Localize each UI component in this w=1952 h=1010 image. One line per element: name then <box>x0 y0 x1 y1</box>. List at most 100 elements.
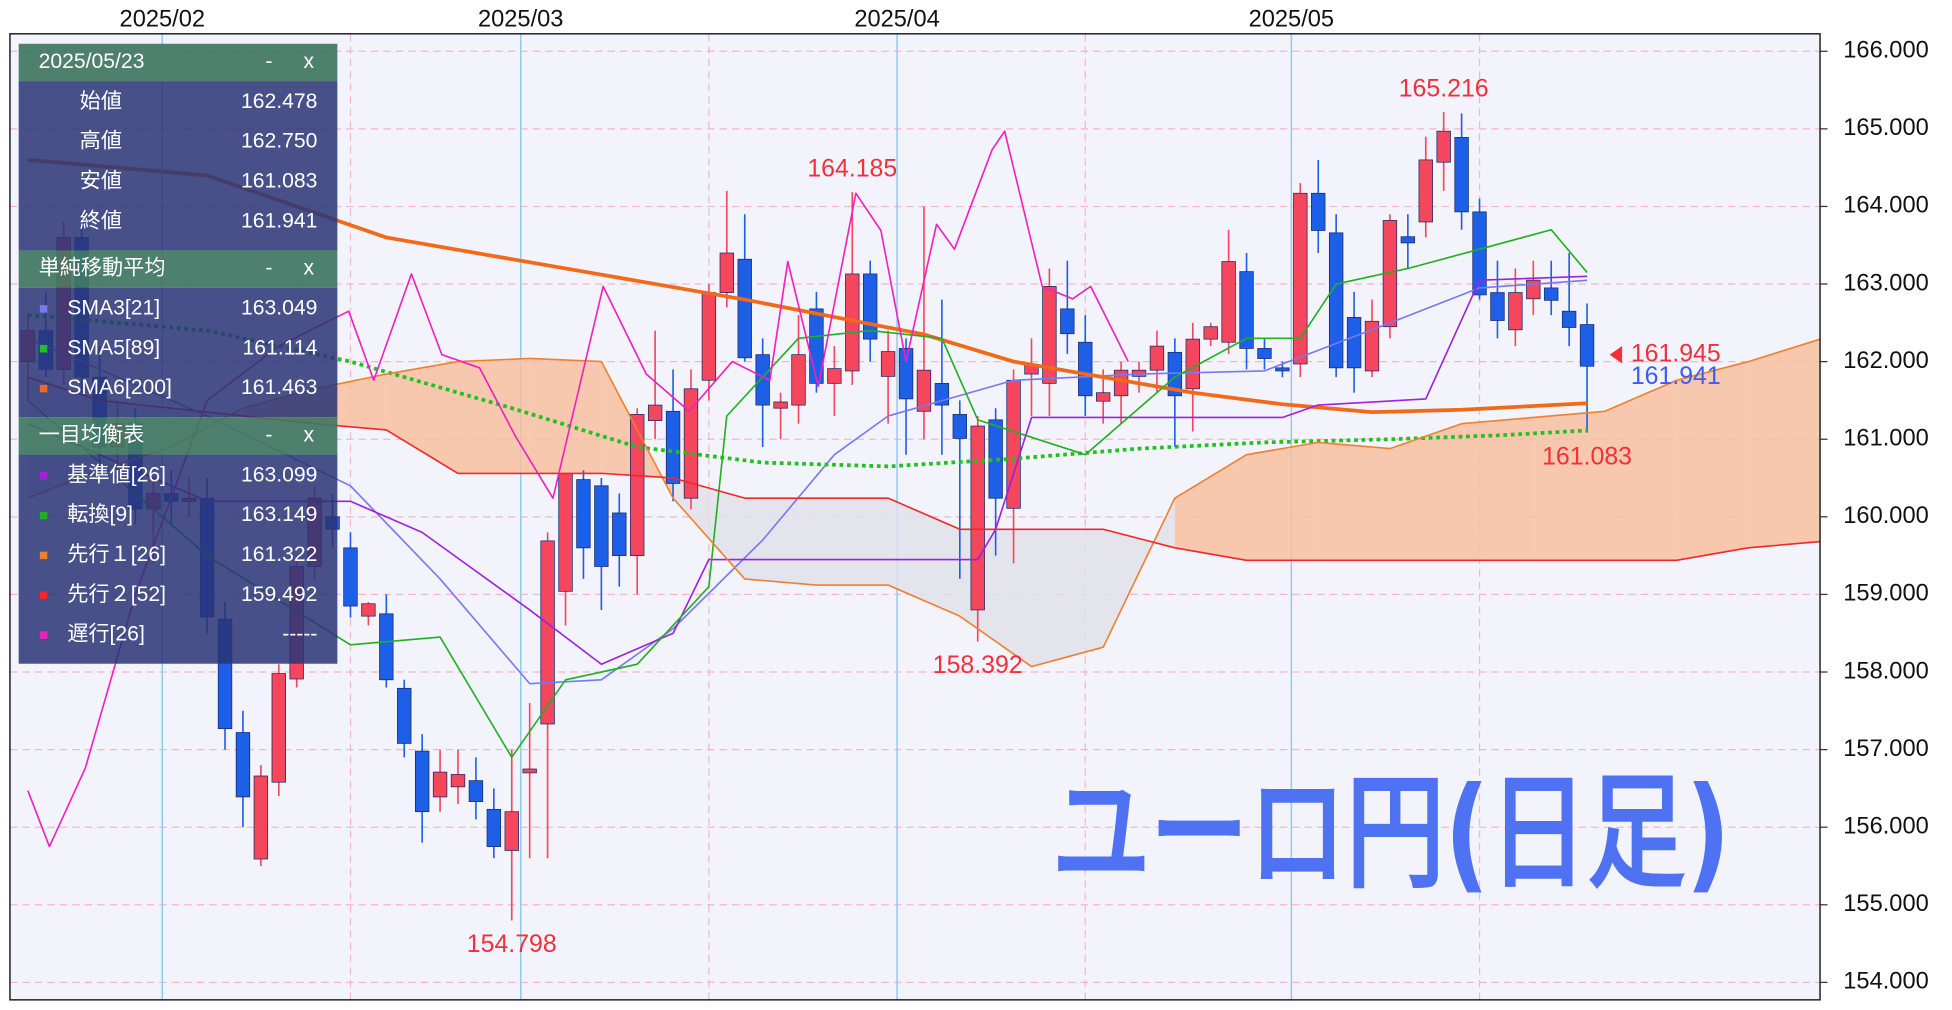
y-tick-label: 159.000 <box>1843 581 1928 607</box>
legend-value: 163.049 <box>241 297 317 320</box>
y-tick-label: 164.000 <box>1843 193 1928 219</box>
panel-row-value: 161.083 <box>241 170 317 193</box>
candle-body <box>1561 310 1577 328</box>
candle-body <box>647 404 663 421</box>
y-tick-label: 163.000 <box>1843 270 1928 296</box>
price-annotation: 165.216 <box>1399 74 1489 102</box>
candle-body <box>540 540 555 725</box>
candle-body <box>253 775 269 860</box>
cloud-fill <box>816 498 889 586</box>
panel-title: 単純移動平均 <box>39 256 166 280</box>
cloud-fill <box>1533 411 1605 561</box>
plot-frame <box>9 33 1821 1001</box>
candle-body <box>343 547 358 607</box>
panel-button[interactable]: - <box>265 257 272 280</box>
panel-row-label: 終値 <box>80 208 122 232</box>
candle-body <box>1221 261 1236 343</box>
price-marker-label: 161.945 <box>1631 339 1721 367</box>
cloud-fill <box>1174 454 1247 561</box>
cloud-fill <box>1318 442 1390 561</box>
candle-body <box>1293 192 1308 365</box>
candle-body <box>1364 320 1380 372</box>
legend-swatch <box>39 631 48 639</box>
candle-body <box>1508 292 1523 331</box>
panel-button[interactable]: - <box>265 50 272 73</box>
panel-title: 一目均衡表 <box>39 423 145 447</box>
cloud-fill <box>1748 339 1821 548</box>
candle-body <box>1042 285 1057 384</box>
legend-value: ----- <box>282 623 317 646</box>
panel-row-value: 162.478 <box>241 90 317 113</box>
watermark: ユーロ円(日足) <box>1052 761 1730 906</box>
candle-body <box>701 292 717 381</box>
cloud-fill <box>1246 442 1319 561</box>
cloud-fill <box>457 358 530 474</box>
candle-body <box>486 808 502 847</box>
legend-value: 161.322 <box>241 543 317 566</box>
candle-body <box>1095 392 1111 402</box>
candle-body <box>683 388 699 499</box>
x-tick-label: 2025/02 <box>120 6 205 32</box>
panel-row-value: 161.941 <box>241 209 317 232</box>
price-annotation: 158.392 <box>933 651 1023 679</box>
cloud-fill <box>1676 361 1749 561</box>
panel-header <box>18 250 338 288</box>
panel-button[interactable]: x <box>303 50 314 73</box>
legend-swatch <box>39 511 48 520</box>
candle-body <box>737 258 752 359</box>
y-tick-label: 156.000 <box>1843 813 1928 839</box>
y-tick-label: 160.000 <box>1843 503 1928 529</box>
panel-row-label: 始値 <box>80 89 122 113</box>
cloud-fill <box>1461 417 1534 561</box>
candle-body <box>773 401 788 409</box>
panel-header <box>18 43 338 82</box>
candle-body <box>594 485 609 567</box>
candle-body <box>1203 326 1218 340</box>
candle-body <box>1454 137 1469 213</box>
candle-body <box>1149 345 1165 371</box>
panel-button[interactable]: x <box>303 257 314 280</box>
y-tick-label: 161.000 <box>1843 425 1928 451</box>
panel-row-label: 安値 <box>80 169 122 193</box>
legend-value: 161.114 <box>243 336 318 359</box>
price-annotation: 154.798 <box>467 930 557 958</box>
candle-body <box>1436 130 1451 163</box>
candle-body <box>1472 211 1487 296</box>
candle-body <box>1579 324 1595 367</box>
candle-body <box>468 780 484 802</box>
x-tick-label: 2025/03 <box>478 6 563 32</box>
legend-swatch <box>39 591 48 599</box>
candle-body <box>1418 159 1433 223</box>
legend-label: 転換[9] <box>67 502 133 526</box>
candle-body <box>271 673 286 783</box>
legend-value: 161.463 <box>241 376 317 399</box>
x-tick-label: 2025/04 <box>854 6 939 32</box>
panel-body <box>18 454 338 664</box>
candle-body <box>863 273 878 340</box>
cloud-fill <box>888 498 960 617</box>
candle-body <box>1275 367 1290 372</box>
candle-body <box>898 348 914 400</box>
candle-body <box>379 613 394 681</box>
candle-body <box>1311 192 1326 231</box>
candle-body <box>397 687 412 744</box>
candle-body <box>952 414 967 439</box>
candle-body <box>1078 341 1093 397</box>
candle-body <box>719 252 735 293</box>
candle-body <box>916 369 932 412</box>
overlay-layer: 154.000 155.000 156.000 157.000 158.000 159.0… <box>9 6 1929 1001</box>
indicator-line <box>27 275 1588 666</box>
cloud-fill <box>1389 423 1462 561</box>
candle-body <box>522 768 537 774</box>
panel-button[interactable]: - <box>265 424 272 447</box>
panel-button[interactable]: x <box>303 424 314 447</box>
legend-label: SMA3[21] <box>67 297 160 320</box>
candle-body <box>1239 271 1254 349</box>
candle-body <box>612 512 627 556</box>
y-tick-label: 154.000 <box>1843 969 1928 995</box>
candle-body <box>1060 308 1075 335</box>
legend-swatch <box>39 472 48 480</box>
price-annotation: 161.083 <box>1542 442 1632 470</box>
panel-row-label: 高値 <box>80 129 122 153</box>
candle-body <box>361 603 376 617</box>
